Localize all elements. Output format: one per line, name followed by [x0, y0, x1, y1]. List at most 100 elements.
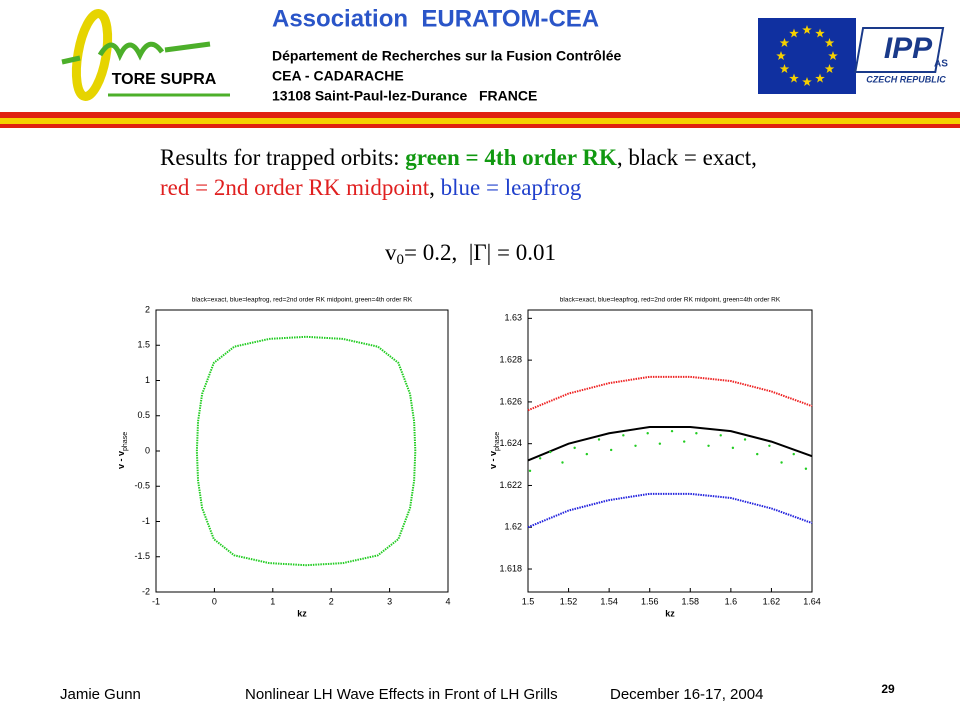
data-line [527, 375, 813, 412]
x-tick-label: 1.6 [725, 596, 738, 606]
eu-flag [758, 18, 856, 94]
y-tick-label: -0.5 [134, 481, 150, 491]
page-number: 29 [881, 682, 895, 696]
y-axis-label: v - vphase [488, 432, 500, 469]
y-tick-label: 1.626 [499, 396, 522, 406]
y-tick-label: 1.622 [499, 480, 522, 490]
x-tick-label: 1.64 [803, 596, 821, 606]
data-point [756, 452, 759, 456]
star [828, 51, 838, 60]
y-tick-label: -1 [142, 516, 150, 526]
title-part: red = 2nd order RK midpoint [160, 175, 430, 200]
plot: 1.5 1.52 1.54 1.56 1.58 1.6 1.62 1.64 1.618 1.62 1… [488, 297, 820, 619]
x-tick-label: 0 [212, 596, 217, 606]
y-tick-label: 1.5 [137, 340, 150, 350]
data-point [634, 444, 637, 447]
site: CEA - CADARACHE [272, 68, 404, 84]
y-tick-label: 1.62 [504, 522, 522, 532]
x-axis-label: kz [297, 608, 307, 618]
x-tick-label: 1.56 [641, 596, 659, 606]
data-line [195, 335, 417, 567]
title-part: blue = leapfrog [441, 175, 582, 200]
stripe [0, 118, 960, 124]
title-part: Results for trapped orbits: [160, 145, 405, 170]
x-tick-label: -1 [152, 596, 160, 606]
slide-title: Results for trapped orbits: green = 4th … [160, 145, 757, 170]
y-tick-label: -1.5 [134, 551, 150, 561]
data-line [527, 492, 813, 529]
x-tick-label: 1.62 [763, 596, 781, 606]
data-point [538, 457, 542, 460]
star [779, 38, 790, 47]
stripe [0, 112, 960, 118]
data-point [804, 467, 808, 470]
data-point [646, 432, 649, 435]
data-point [670, 429, 674, 433]
data-point [792, 452, 795, 456]
logo: TORE SUPRA [61, 9, 230, 101]
param-part: = 0.2, |Γ| = 0.01 [404, 240, 556, 265]
x-tick-label: 4 [445, 596, 450, 606]
chart-title: black=exact, blue=leapfrog, red=2nd orde… [560, 297, 781, 304]
y-tick-label: 0.5 [137, 410, 150, 420]
data-point [743, 438, 747, 441]
x-tick-label: 1 [270, 596, 275, 606]
y-axis-label-sub: phase [494, 432, 501, 451]
y-tick-label: 1.628 [499, 355, 522, 365]
star [824, 38, 835, 47]
ipp-logo: IPP AS CZECH REPUBLIC [854, 27, 948, 84]
y-tick-label: 1 [145, 375, 150, 385]
plot: -1 0 1 2 3 4 -2 -1.5 -1 -0.5 0 0.5 1 1.5 2 black=exact,… [116, 297, 450, 619]
x-tick-label: 1.52 [560, 596, 578, 606]
data-point [549, 450, 552, 454]
data-point [528, 469, 532, 473]
ipp-sub: AS [934, 59, 948, 70]
data-point [658, 442, 662, 445]
y-tick-label: 1.63 [504, 313, 522, 323]
plot-area [155, 309, 449, 593]
slide-title: red = 2nd order RK midpoint, blue = leap… [160, 175, 582, 200]
ipp-country: CZECH REPUBLIC [866, 74, 946, 84]
title-part: green = 4th order RK [405, 145, 617, 170]
data-point [768, 444, 771, 447]
data-point [561, 461, 564, 464]
x-tick-label: 3 [387, 596, 392, 606]
star [789, 73, 799, 83]
data-point [719, 434, 722, 437]
param-part: 0 [397, 252, 405, 268]
star [824, 64, 835, 73]
address: 13108 Saint-Paul-lez-Durance FRANCE [272, 88, 537, 104]
org-name: Association EURATOM-CEA [272, 5, 599, 32]
x-axis-label: kz [665, 608, 675, 618]
x-tick-label: 1.54 [600, 596, 618, 606]
y-tick-label: 0 [145, 445, 150, 455]
star [779, 64, 790, 73]
ipp-text: IPP [884, 32, 933, 65]
data-point [573, 446, 576, 450]
logo-text: TORE SUPRA [112, 71, 217, 88]
stripe [0, 124, 960, 128]
data-point [622, 434, 625, 437]
footer-author: Jamie Gunn [60, 686, 141, 703]
data-point [695, 432, 698, 435]
star [789, 28, 799, 38]
x-tick-label: 1.58 [682, 596, 700, 606]
star [802, 25, 812, 34]
title-part: , black = exact, [617, 145, 757, 170]
star [776, 51, 786, 60]
x-tick-label: 1.5 [522, 596, 535, 606]
dept: Département de Recherches sur la Fusion … [272, 48, 622, 64]
star [815, 28, 825, 38]
y-axis-label: v - vphase [116, 432, 128, 469]
data-point [597, 438, 601, 441]
data-point [683, 440, 686, 443]
star [815, 73, 825, 83]
y-tick-label: 1.618 [499, 563, 522, 573]
data-point [731, 446, 735, 450]
star [802, 77, 812, 86]
plot-area [527, 309, 813, 593]
y-tick-label: 2 [145, 304, 150, 314]
footer-date: December 16-17, 2004 [610, 686, 763, 703]
